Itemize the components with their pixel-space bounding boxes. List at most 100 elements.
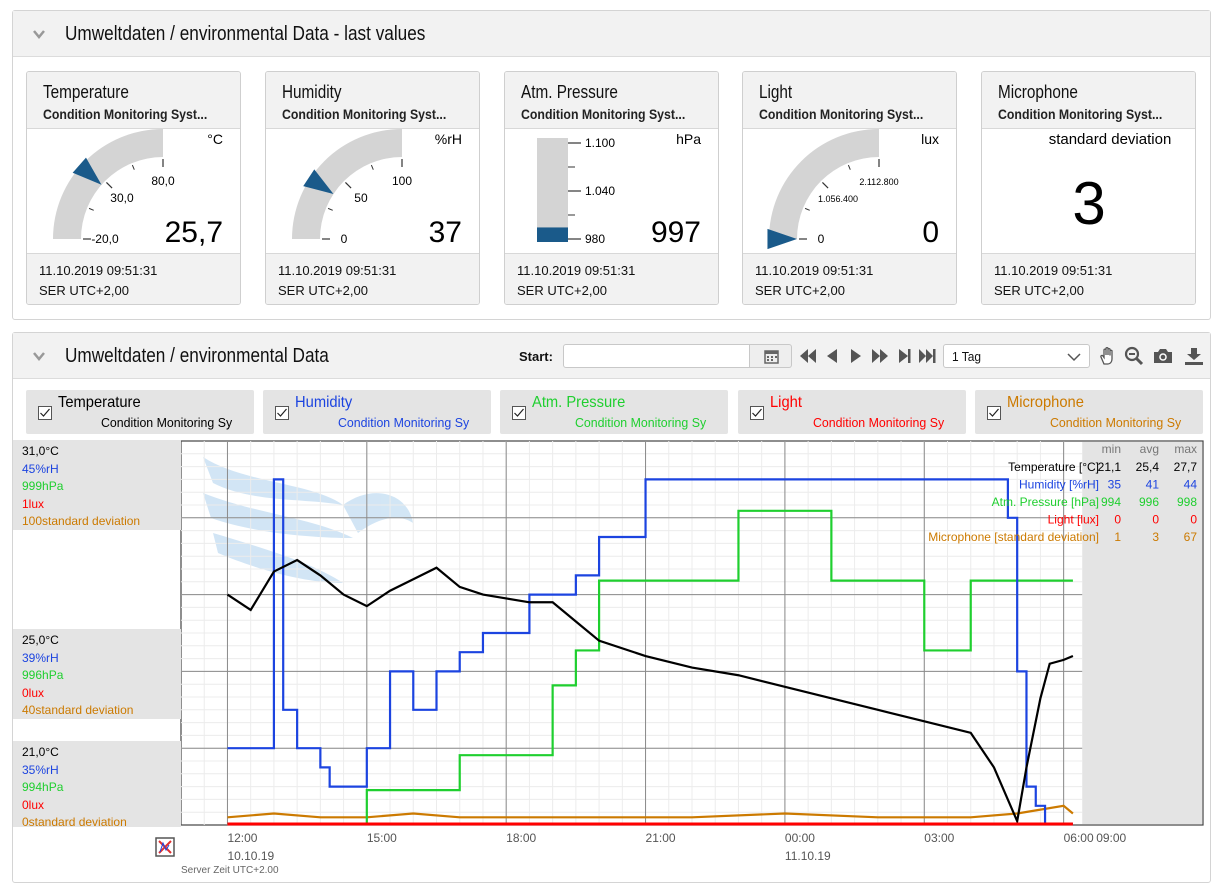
unit-label: %rH: [435, 131, 462, 147]
card-footer: 11.10.2019 09:51:31 SER UTC+2,00: [505, 253, 718, 304]
eagle-watermark: [203, 457, 413, 583]
gauge-minor-tick: [88, 207, 94, 211]
axis-label: 40standard deviation: [22, 703, 134, 717]
x-tick-label: 06:00: [1063, 831, 1094, 845]
stats-row-label: Temperature [°C]: [1008, 460, 1099, 474]
timestamp: 11.10.2019 09:51:31: [994, 263, 1113, 278]
skip-next-icon[interactable]: [869, 345, 891, 367]
stats-value-avg: 0: [1152, 513, 1159, 527]
gauge-minor-tick: [847, 164, 851, 170]
axis-label: 0lux: [22, 797, 45, 812]
number-widget: standard deviation 3: [1049, 131, 1172, 237]
gauge-tick-label: 30,0: [110, 191, 134, 205]
stats-col-header: avg: [1140, 442, 1159, 456]
series-toggle-temperature[interactable]: Temperature Condition Monitoring Sy: [26, 390, 254, 434]
server-time-label: Server Zeit UTC+2.00: [181, 865, 279, 876]
series-checkbox[interactable]: [750, 406, 764, 420]
axis-label: 996hPa: [22, 668, 64, 682]
series-checkbox[interactable]: [38, 406, 52, 420]
series-toggle-atm-pressure[interactable]: Atm. Pressure Condition Monitoring Sy: [500, 390, 728, 434]
current-value: 997: [651, 216, 701, 249]
current-value: 25,7: [165, 216, 223, 249]
timezone: SER UTC+2,00: [278, 283, 368, 298]
series-checkbox[interactable]: [512, 406, 526, 420]
gauge-tick-label: 50: [354, 191, 368, 205]
stats-value-min: 21,1: [1098, 460, 1122, 474]
axis-label: 21,0°C: [22, 745, 59, 759]
card-header: Humidity Condition Monitoring Syst...: [266, 72, 479, 129]
x-tick-label: 15:00: [366, 831, 397, 845]
widget-card-microphone[interactable]: Microphone Condition Monitoring Syst... st…: [981, 71, 1196, 305]
series-source: Condition Monitoring Sy: [101, 415, 233, 430]
series-name: Temperature: [58, 394, 141, 411]
pan-hand-icon[interactable]: [1097, 345, 1119, 367]
stats-value-avg: 996: [1139, 495, 1159, 509]
chart-header[interactable]: Umweltdaten / environmental Data Start: …: [13, 333, 1210, 379]
last-values-panel: Umweltdaten / environmental Data - last …: [12, 10, 1211, 320]
series-toggle-microphone[interactable]: Microphone Condition Monitoring Sy: [975, 390, 1203, 434]
check-icon: [514, 408, 524, 417]
timestamp: 11.10.2019 09:51:31: [517, 263, 636, 278]
stats-value-max: 27,7: [1174, 460, 1198, 474]
gauge-arc: [769, 129, 879, 239]
card-footer: 11.10.2019 09:51:31 SER UTC+2,00: [982, 253, 1195, 304]
stats-row-label: Humidity [%rH]: [1019, 478, 1099, 492]
stats-value-min: 0: [1114, 513, 1121, 527]
range-value: 1 Tag: [952, 349, 982, 364]
gauge-pointer: [303, 169, 334, 194]
start-input[interactable]: [563, 344, 750, 368]
skip-start-icon[interactable]: [797, 345, 819, 367]
gauge-arc: [292, 129, 402, 239]
widget-card-light[interactable]: Light Condition Monitoring Syst... lux 0 1.0…: [742, 71, 957, 305]
chevron-down-icon[interactable]: [33, 28, 45, 40]
series-checkbox[interactable]: [987, 406, 1001, 420]
axis-label: 100standard deviation: [22, 514, 141, 528]
widget-card-temperature[interactable]: Temperature Condition Monitoring Syst... °…: [26, 71, 241, 305]
axis-label: 994hPa: [22, 780, 64, 794]
series-line-temperature: [226, 558, 1074, 825]
camera-icon[interactable]: [1152, 345, 1174, 367]
play-icon[interactable]: [845, 345, 867, 367]
skip-end-icon[interactable]: [917, 345, 939, 367]
axis-label: 45%rH: [22, 461, 59, 476]
card-body: lux 0 1.056.400 2.112.800 0: [743, 129, 956, 253]
x-tick-label: 00:00: [784, 831, 815, 845]
current-value: 0: [922, 216, 939, 249]
reset-zoom-icon[interactable]: [155, 837, 175, 857]
timezone: SER UTC+2,00: [517, 283, 607, 298]
stats-col-header: min: [1102, 442, 1121, 456]
zoom-out-icon[interactable]: [1123, 345, 1145, 367]
axis-label-group: 21,0°C 35%rH 994hPa 0lux 0standard deviation: [13, 741, 181, 829]
card-title: Atm. Pressure: [521, 82, 618, 102]
gauge-minor-tick: [804, 207, 810, 211]
card-body: hPa 980 1.040 1.100 997: [505, 129, 718, 253]
step-forward-icon[interactable]: [893, 345, 915, 367]
stats-value-max: 67: [1184, 530, 1198, 544]
stats-value-min: 994: [1101, 495, 1121, 509]
card-header: Microphone Condition Monitoring Syst...: [982, 72, 1195, 129]
series-name: Atm. Pressure: [532, 394, 626, 411]
range-select[interactable]: 1 Tag: [943, 344, 1090, 368]
widget-card-atm-pressure[interactable]: Atm. Pressure Condition Monitoring Syst..…: [504, 71, 719, 305]
download-icon[interactable]: [1183, 345, 1205, 367]
series-toggle-humidity[interactable]: Humidity Condition Monitoring Sy: [263, 390, 491, 434]
widget-card-humidity[interactable]: Humidity Condition Monitoring Syst... %rH 0…: [265, 71, 480, 305]
gauge-tick: [822, 182, 829, 189]
series-toggle-light[interactable]: Light Condition Monitoring Sy: [738, 390, 966, 434]
stats-header: min avg max: [1102, 442, 1197, 456]
series-name: Humidity: [295, 394, 353, 411]
calendar-button[interactable]: [750, 344, 792, 368]
chevron-down-icon[interactable]: [33, 350, 45, 362]
last-values-header[interactable]: Umweltdaten / environmental Data - last …: [13, 11, 1210, 57]
series-checkbox[interactable]: [275, 406, 289, 420]
timezone: SER UTC+2,00: [39, 283, 129, 298]
step-back-icon[interactable]: [821, 345, 843, 367]
stats-value-max: 0: [1190, 513, 1197, 527]
panel-title: Umweltdaten / environmental Data - last …: [65, 23, 426, 45]
chart-canvas[interactable]: min avg max Temperature [°C]21,1 25,4 27,7 Hum…: [13, 333, 1212, 884]
gauge-tick-label: 1.056.400: [818, 194, 858, 204]
check-icon: [989, 408, 999, 417]
unit-label: °C: [207, 131, 223, 147]
stats-row-label: Microphone [standard deviation]: [928, 530, 1099, 544]
gauge-minor-tick: [327, 207, 333, 211]
